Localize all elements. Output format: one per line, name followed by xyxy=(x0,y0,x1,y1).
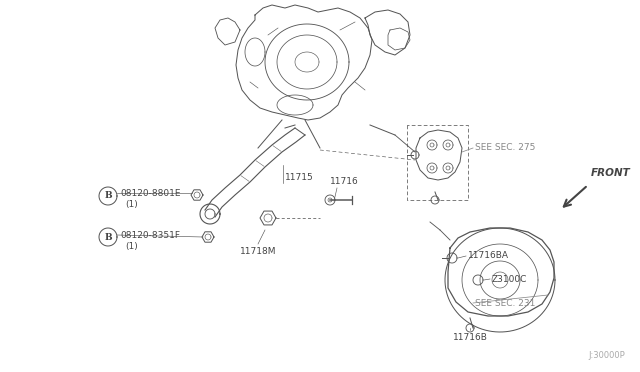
Text: 08120-8801E: 08120-8801E xyxy=(120,189,180,198)
Text: SEE SEC. 231: SEE SEC. 231 xyxy=(475,298,536,308)
Text: 08120-8351F: 08120-8351F xyxy=(120,231,180,240)
Text: FRONT: FRONT xyxy=(591,168,631,178)
Text: 11716BA: 11716BA xyxy=(468,251,509,260)
Text: 11718M: 11718M xyxy=(240,247,276,257)
Text: Z3100C: Z3100C xyxy=(492,275,527,283)
Text: (1): (1) xyxy=(125,243,138,251)
Text: SEE SEC. 275: SEE SEC. 275 xyxy=(475,144,536,153)
Text: B: B xyxy=(104,192,112,201)
Text: 11716: 11716 xyxy=(330,177,359,186)
Text: 11715: 11715 xyxy=(285,173,314,183)
Text: B: B xyxy=(104,232,112,241)
Text: 11716B: 11716B xyxy=(452,334,488,343)
Text: J:30000P: J:30000P xyxy=(588,351,625,360)
Text: (1): (1) xyxy=(125,201,138,209)
